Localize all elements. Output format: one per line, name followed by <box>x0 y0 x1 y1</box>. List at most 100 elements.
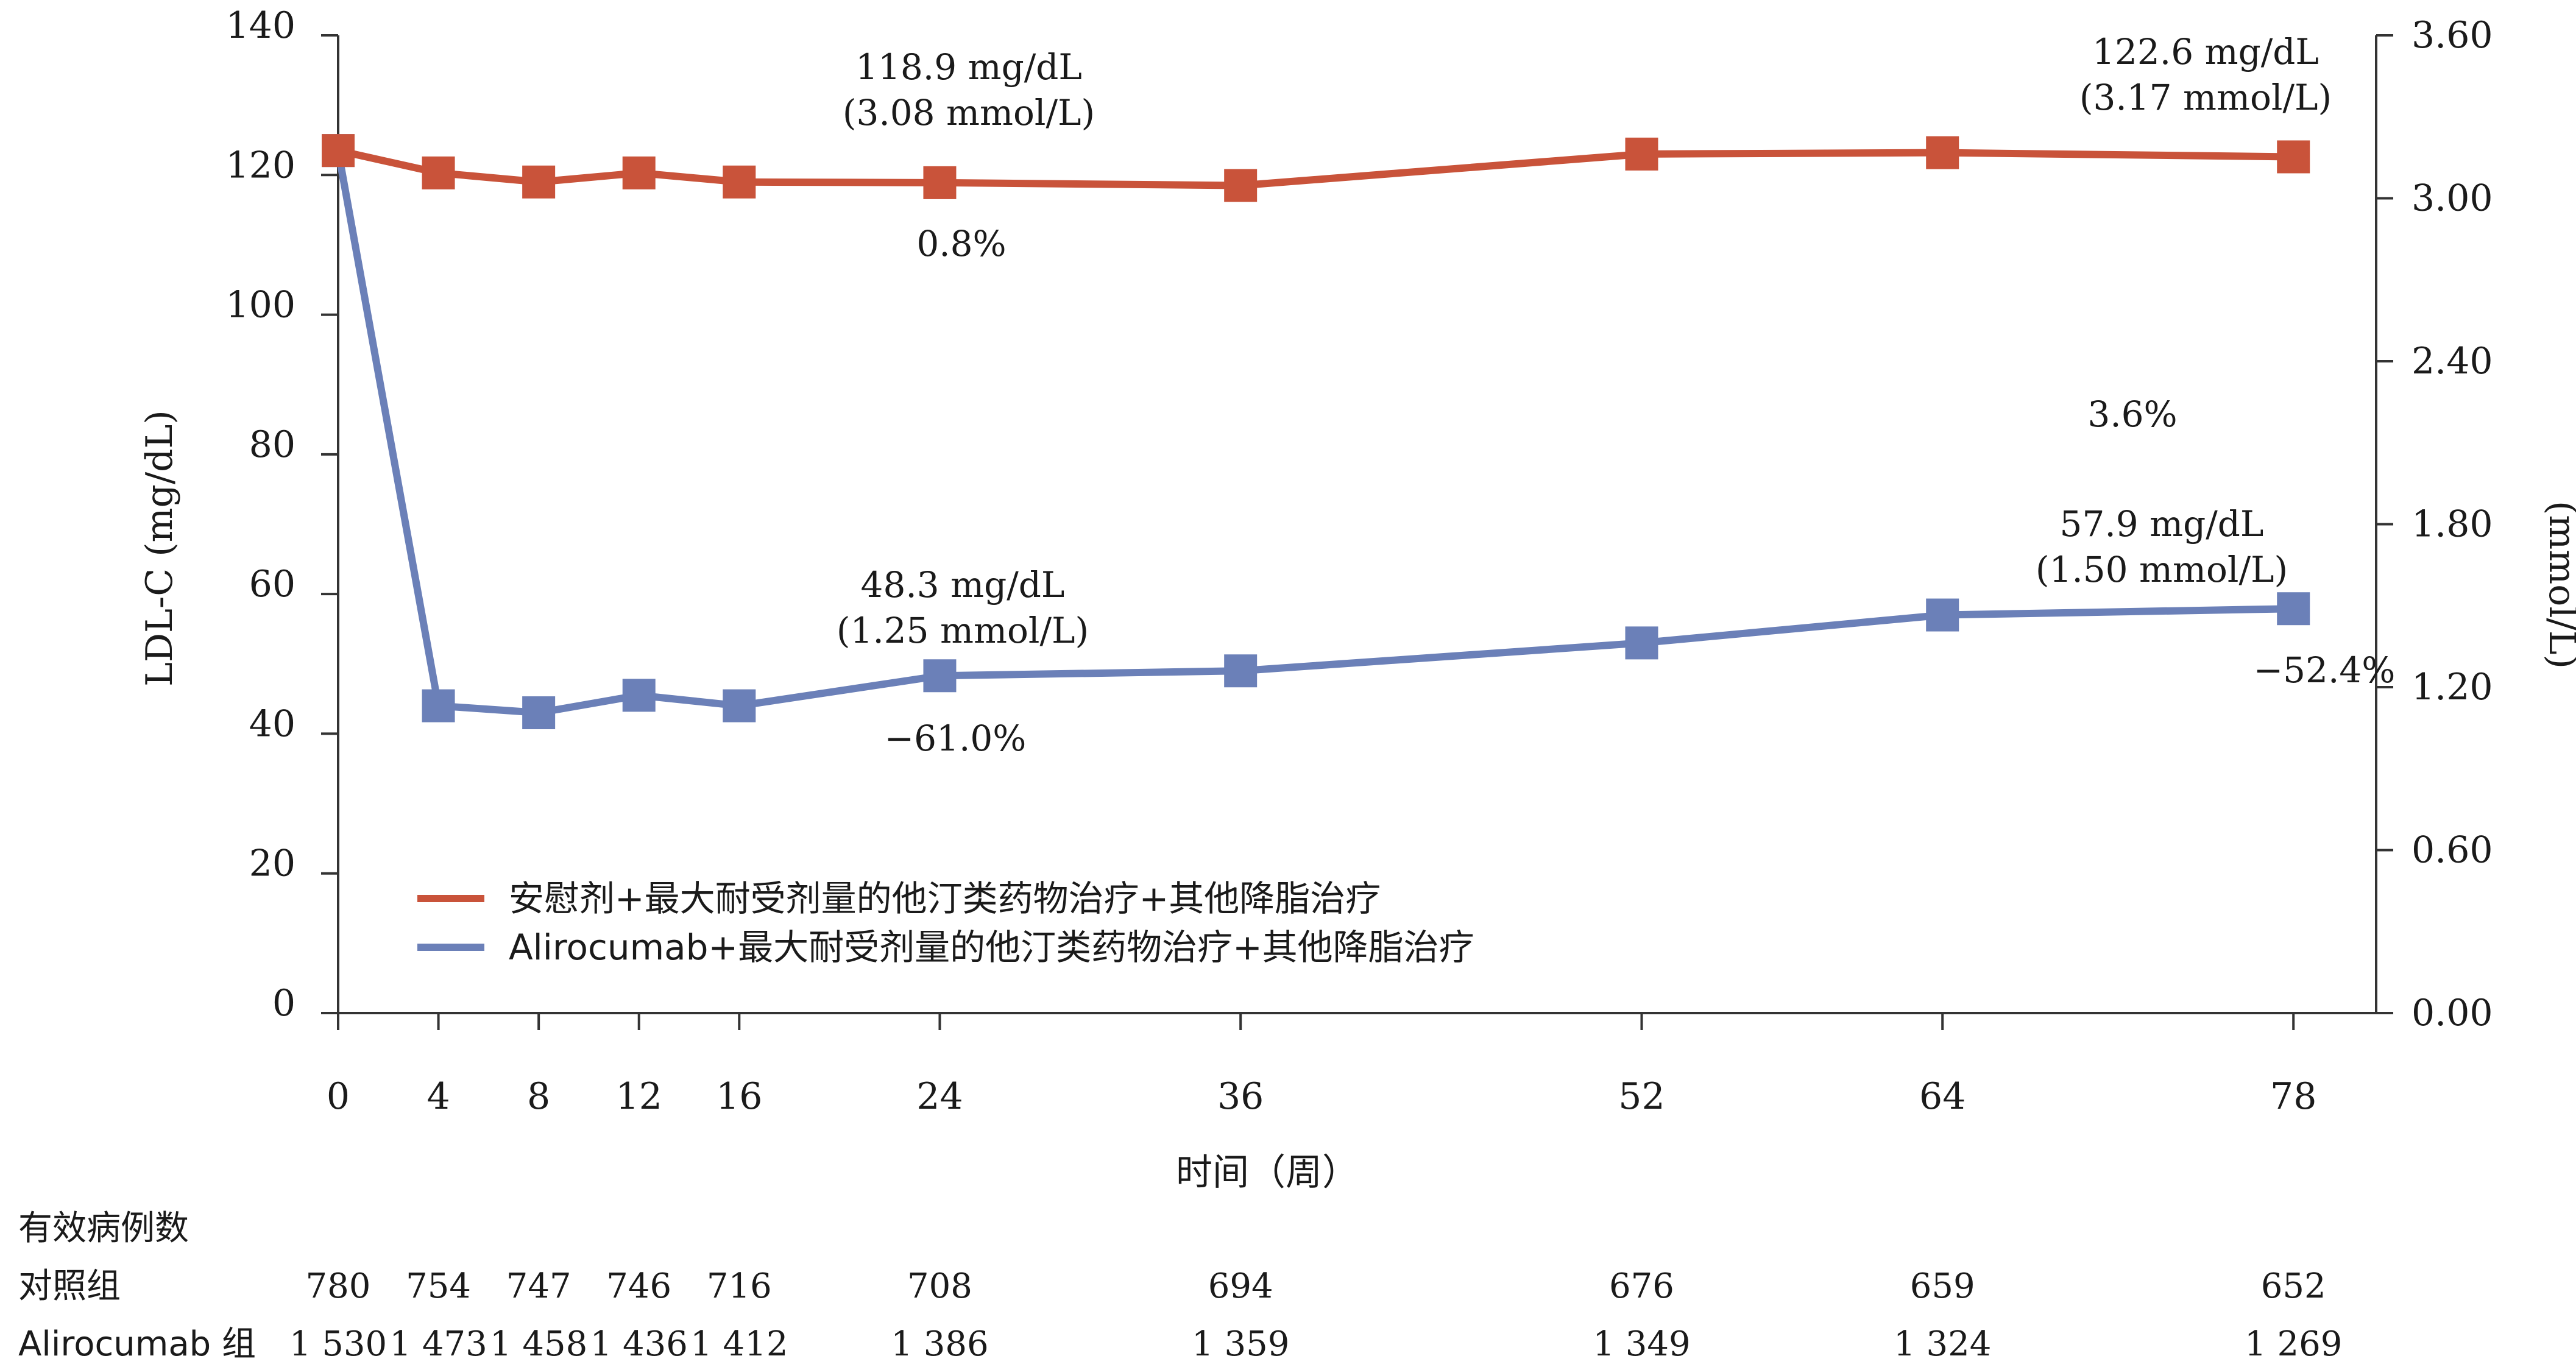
annotation: 57.9 mg/dL (1.50 mmol/L) <box>2036 503 2288 590</box>
annotation: 122.6 mg/dL (3.17 mmol/L) <box>2079 31 2332 118</box>
table-cell: 1 412 <box>690 1324 788 1364</box>
series-line <box>337 147 2294 189</box>
y2-axis-title: (mmol/L) <box>2541 501 2576 669</box>
x-tick-label: 78 <box>2270 1075 2316 1118</box>
x-tick-label: 8 <box>527 1075 550 1118</box>
x-tick-label: 12 <box>616 1075 662 1118</box>
data-point-marker <box>1926 136 1959 169</box>
y-tick-label: 60 <box>249 563 295 606</box>
table-cell: 747 <box>506 1266 571 1306</box>
data-point-marker <box>1625 626 1658 660</box>
axes: 0204060801001201400.000.601.201.802.403.… <box>138 4 2576 1194</box>
x-tick-label: 36 <box>1217 1075 1264 1118</box>
annotation-line: (1.25 mmol/L) <box>837 610 1089 651</box>
y-axis-title: LDL-C (mg/dL) <box>138 410 181 687</box>
table-title: 有效病例数 <box>18 1209 189 1248</box>
legend-label: 安慰剂+最大耐受剂量的他汀类药物治疗+其他降脂治疗 <box>509 878 1381 919</box>
x-tick-label: 24 <box>916 1075 963 1118</box>
y2-tick-label: 2.40 <box>2411 340 2493 383</box>
series-0 <box>322 134 2310 202</box>
data-point-marker <box>422 156 455 189</box>
annotation-line: 122.6 mg/dL <box>2092 31 2319 72</box>
annotation-line: 57.9 mg/dL <box>2060 503 2264 545</box>
series-layer <box>322 134 2310 730</box>
table-cell: 676 <box>1609 1266 1674 1306</box>
data-point-marker <box>1224 654 1258 688</box>
annotation-line: 0.8% <box>916 223 1006 264</box>
table-cell: 1 359 <box>1192 1324 1289 1364</box>
y2-tick-label: 1.20 <box>2411 666 2493 708</box>
y-tick-label: 80 <box>249 423 295 466</box>
data-point-marker <box>723 165 756 199</box>
table-cell: 708 <box>907 1266 972 1306</box>
table-cell: 1 349 <box>1593 1324 1690 1364</box>
data-point-marker <box>322 134 355 168</box>
y-tick-label: 40 <box>249 702 295 745</box>
legend-label: Alirocumab+最大耐受剂量的他汀类药物治疗+其他降脂治疗 <box>509 927 1474 968</box>
annotation-line: 48.3 mg/dL <box>861 564 1065 606</box>
y2-tick-label: 3.00 <box>2411 177 2493 220</box>
data-point-marker <box>522 165 556 199</box>
table-cell: 716 <box>707 1266 772 1306</box>
series-1 <box>322 134 2310 730</box>
data-point-marker <box>1926 598 1959 632</box>
x-tick-label: 0 <box>327 1075 350 1118</box>
y-tick-label: 120 <box>225 144 295 186</box>
table-cell: 1 324 <box>1894 1324 1991 1364</box>
data-point-marker <box>622 679 656 712</box>
annotation-line: (3.08 mmol/L) <box>843 92 1095 133</box>
y-tick-label: 20 <box>249 842 295 885</box>
annotation: 3.6% <box>2087 394 2177 435</box>
annotation-line: −52.4% <box>2254 649 2396 691</box>
annotation-line: (3.17 mmol/L) <box>2079 77 2332 118</box>
table-cell: 746 <box>606 1266 671 1306</box>
annotation: 118.9 mg/dL (3.08 mmol/L) <box>843 46 1095 133</box>
annotation-layer: 118.9 mg/dL (3.08 mmol/L) 0.8% 122.6 mg/dL (… <box>837 31 2396 759</box>
table-cell: 1 386 <box>891 1324 988 1364</box>
annotation-line: 118.9 mg/dL <box>855 46 1082 88</box>
table-cell: 1 436 <box>590 1324 688 1364</box>
data-point-marker <box>723 689 756 722</box>
y-tick-label: 140 <box>225 4 295 47</box>
x-tick-label: 52 <box>1618 1075 1665 1118</box>
annotation: −61.0% <box>885 718 1027 759</box>
x-axis-title: 时间（周） <box>1176 1151 1359 1194</box>
y2-tick-label: 3.60 <box>2411 14 2493 57</box>
annotation: 0.8% <box>916 223 1006 264</box>
table-cell: 780 <box>306 1266 371 1306</box>
y-tick-label: 100 <box>225 284 295 327</box>
table-row-label: Alirocumab 组 <box>18 1324 256 1364</box>
data-point-marker <box>923 166 957 199</box>
annotation-line: −61.0% <box>885 718 1027 759</box>
x-tick-label: 16 <box>716 1075 762 1118</box>
table-cell: 694 <box>1208 1266 1273 1306</box>
table-cell: 652 <box>2261 1266 2326 1306</box>
x-tick-label: 64 <box>1919 1075 1966 1118</box>
data-point-marker <box>2277 140 2310 174</box>
annotation-line: 3.6% <box>2087 394 2177 435</box>
data-point-marker <box>1224 169 1258 202</box>
y2-tick-label: 0.00 <box>2411 992 2493 1034</box>
data-point-marker <box>923 659 957 693</box>
data-point-marker <box>1625 137 1658 171</box>
table-cell: 659 <box>1910 1266 1975 1306</box>
table-row-label: 对照组 <box>18 1266 121 1306</box>
y2-tick-label: 1.80 <box>2411 503 2493 546</box>
y2-tick-label: 0.60 <box>2411 829 2493 872</box>
data-point-marker <box>422 689 455 722</box>
series-line <box>334 150 2294 717</box>
table-cell: 1 269 <box>2245 1324 2342 1364</box>
legend: 安慰剂+最大耐受剂量的他汀类药物治疗+其他降脂治疗 Alirocumab+最大耐受… <box>417 878 1474 968</box>
table-cell: 1 473 <box>389 1324 487 1364</box>
data-point-marker <box>2277 592 2310 626</box>
annotation: −52.4% <box>2254 649 2396 691</box>
x-tick-label: 4 <box>426 1075 450 1118</box>
table-cell: 1 530 <box>289 1324 387 1364</box>
table-cell: 754 <box>406 1266 471 1306</box>
table-cell: 1 458 <box>490 1324 587 1364</box>
y-tick-label: 0 <box>272 982 295 1025</box>
annotation: 48.3 mg/dL (1.25 mmol/L) <box>837 564 1089 651</box>
annotation-line: (1.50 mmol/L) <box>2036 549 2288 590</box>
